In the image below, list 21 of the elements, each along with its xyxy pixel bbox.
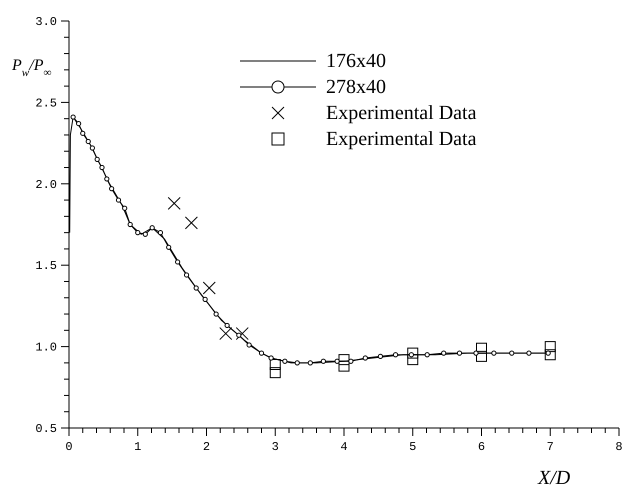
y-tick-label: 1.5 [35,259,57,274]
y-tick-label: 3.0 [35,15,57,29]
x-tick-label: 3 [272,440,279,454]
y-axis-title: P$_{w}$/P$_{∞}$ [11,57,52,79]
legend-label: 278x40 [326,75,386,100]
x-tick-label: 8 [615,440,623,454]
y-tick-label: 2.5 [35,96,57,110]
x-tick-label: 7 [546,440,554,454]
legend-label: Experimental Data [326,127,476,152]
x-tick-label: 2 [202,440,210,454]
x-tick-label: 5 [409,440,416,454]
legend-label: 176x40 [326,49,386,74]
x-axis-title: X/D [537,467,571,489]
x-tick-label: 1 [134,440,142,454]
x-tick-label: 6 [478,440,486,454]
x-tick-label: 0 [65,440,73,454]
x-tick-label: 4 [340,440,348,454]
y-tick-label: 0.5 [35,422,57,436]
y-tick-label: 2.0 [35,178,57,192]
y-tick-label: 1.0 [35,340,57,355]
legend-label: Experimental Data [326,101,476,126]
